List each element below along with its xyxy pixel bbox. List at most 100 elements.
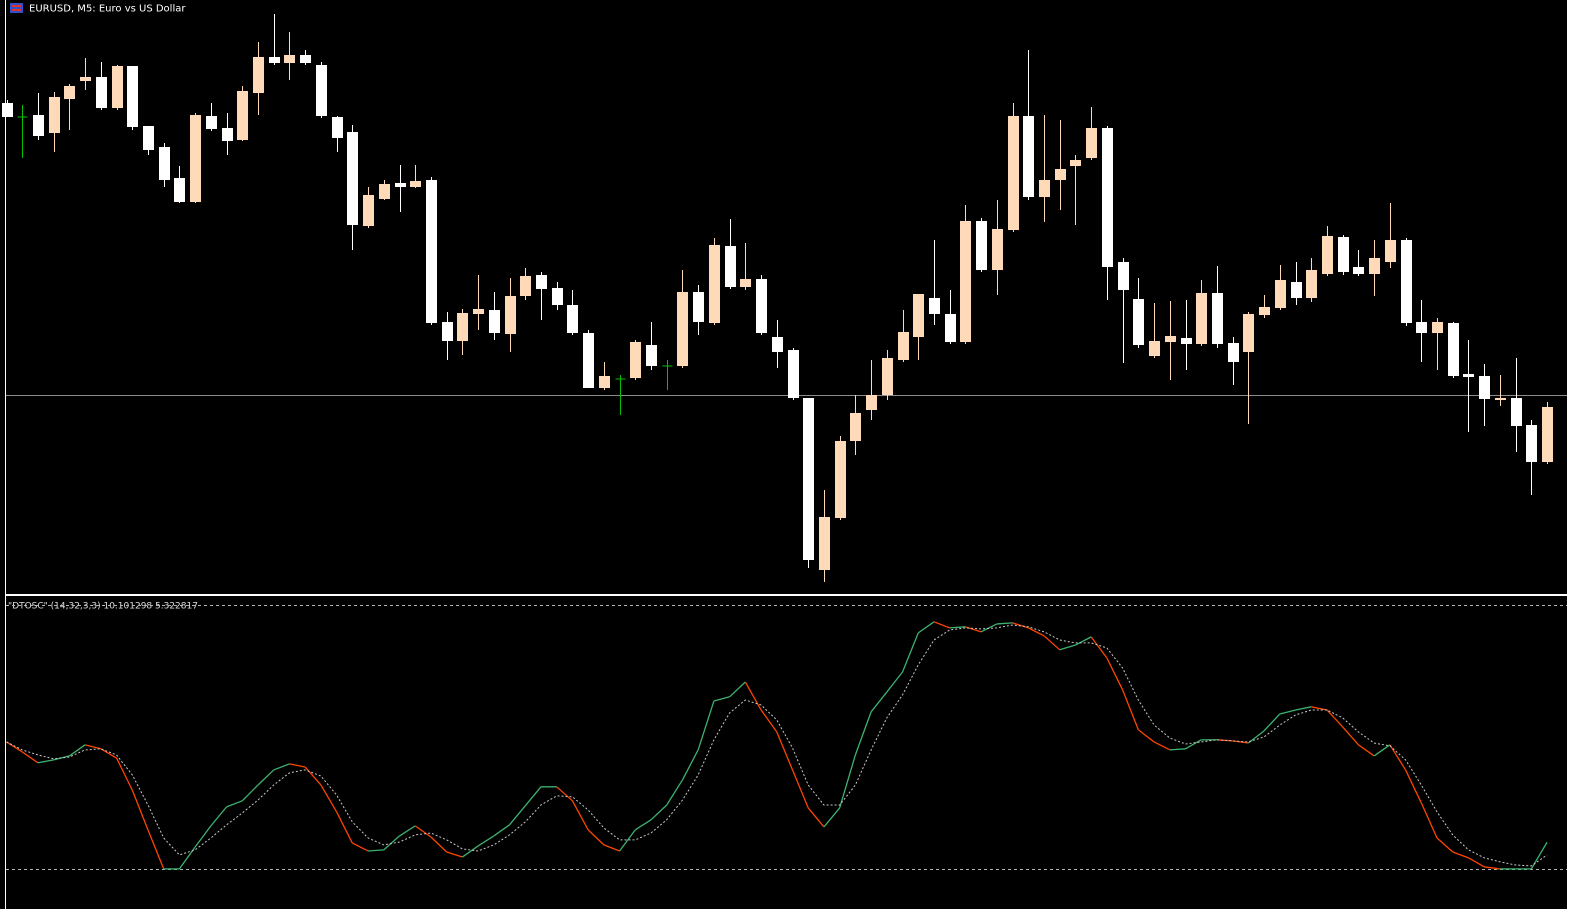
oscillator-segment (634, 819, 652, 831)
candle-body (33, 115, 44, 136)
oscillator-segment (6, 741, 23, 753)
candle-body (159, 147, 170, 180)
oscillator-segment (980, 623, 998, 633)
oscillator-segment (1404, 769, 1422, 804)
oscillator-segment (760, 709, 778, 733)
candle-body (316, 65, 327, 116)
candle-body (1448, 323, 1459, 376)
candle-body (536, 275, 547, 289)
oscillator-segment (336, 811, 353, 844)
candle-body (583, 333, 594, 388)
oscillator-segment (1185, 739, 1202, 750)
oscillator-segment (1279, 709, 1296, 715)
oscillator-segment (1373, 744, 1391, 757)
candle-body (1228, 343, 1239, 362)
candle-body (1322, 236, 1333, 274)
symbol-icon (10, 3, 23, 13)
oscillator-segment (1295, 706, 1312, 711)
candle-body (2, 103, 13, 117)
oscillator-segment (368, 849, 384, 852)
candle-body (630, 342, 641, 378)
oscillator-segment (776, 731, 794, 771)
oscillator-segment (1122, 689, 1139, 731)
candle-body (1118, 262, 1129, 290)
candle-body (1196, 293, 1207, 344)
candle-body (788, 350, 799, 398)
oscillator-segment (791, 769, 809, 809)
oscillator-segment (666, 779, 684, 806)
candle-body (206, 116, 217, 129)
oscillator-segment (1342, 726, 1359, 746)
candle-body (945, 314, 956, 342)
oscillator-segment (446, 851, 463, 858)
candle-body (96, 77, 107, 108)
candle-body (756, 279, 767, 333)
oscillator-segment (430, 836, 448, 853)
candle-body (284, 55, 295, 63)
candle-body (379, 184, 390, 199)
candle-body (1432, 322, 1443, 333)
candle-body (1023, 116, 1034, 197)
icon-bar (12, 9, 21, 11)
candle-body (725, 246, 736, 287)
oscillator-segment (1263, 713, 1281, 732)
candle-body (127, 66, 138, 127)
oscillator-segment (1106, 657, 1124, 691)
oscillator-segment (854, 711, 872, 756)
oscillator-segment (1153, 741, 1171, 751)
candle-body (520, 276, 531, 296)
candle-body (1416, 322, 1427, 333)
candle-body (426, 180, 437, 323)
oscillator-segment (1059, 644, 1076, 651)
oscillator-segment (289, 763, 306, 768)
candle-body (1259, 307, 1270, 315)
candle-body (347, 132, 358, 225)
oscillator-segment (886, 671, 904, 693)
candle-body (1369, 258, 1380, 274)
icon-bar (12, 5, 21, 7)
candle-body (1526, 425, 1537, 462)
candle-body (709, 245, 720, 323)
candle-body (1212, 293, 1223, 344)
oscillator-segment (1452, 851, 1469, 859)
candle-body (1039, 180, 1050, 197)
oscillator-segment (713, 696, 730, 702)
oscillator-segment (53, 755, 70, 761)
candle-body (1338, 237, 1349, 272)
oscillator-segment (697, 700, 715, 751)
candle-body (410, 181, 421, 187)
candle-body (929, 298, 940, 314)
candle-body (1463, 374, 1474, 377)
candle-body (866, 395, 877, 410)
candle-body (174, 178, 185, 202)
oscillator-segment (1420, 802, 1438, 839)
oscillator-segment (304, 766, 322, 786)
candle-body (1243, 314, 1254, 352)
oscillator-segment (1326, 709, 1344, 728)
candle-body (442, 322, 453, 341)
candle-body (300, 55, 311, 63)
oscillator-segment (587, 829, 605, 846)
candle-body (1542, 407, 1553, 462)
oscillator-segment (21, 751, 39, 764)
oscillator-segment (257, 769, 275, 786)
oscillator-segment (115, 757, 133, 791)
oscillator-segment (131, 789, 149, 831)
oscillator-segment (807, 807, 825, 828)
oscillator-segment (1389, 744, 1407, 771)
oscillator-segment (194, 825, 212, 848)
candle-body (1149, 341, 1160, 356)
oscillator-segment (352, 842, 369, 852)
oscillator-segment (226, 800, 243, 808)
candle-body (253, 57, 264, 93)
candle-body (976, 221, 987, 270)
candle-body (505, 296, 516, 334)
oscillator-segment (650, 804, 668, 821)
candle-body (395, 183, 406, 187)
oscillator-segment (1075, 636, 1092, 646)
oscillator-segment (477, 835, 495, 847)
candle-body (1070, 160, 1081, 166)
oscillator-segment (603, 844, 620, 852)
oscillator-segment (1028, 627, 1045, 637)
